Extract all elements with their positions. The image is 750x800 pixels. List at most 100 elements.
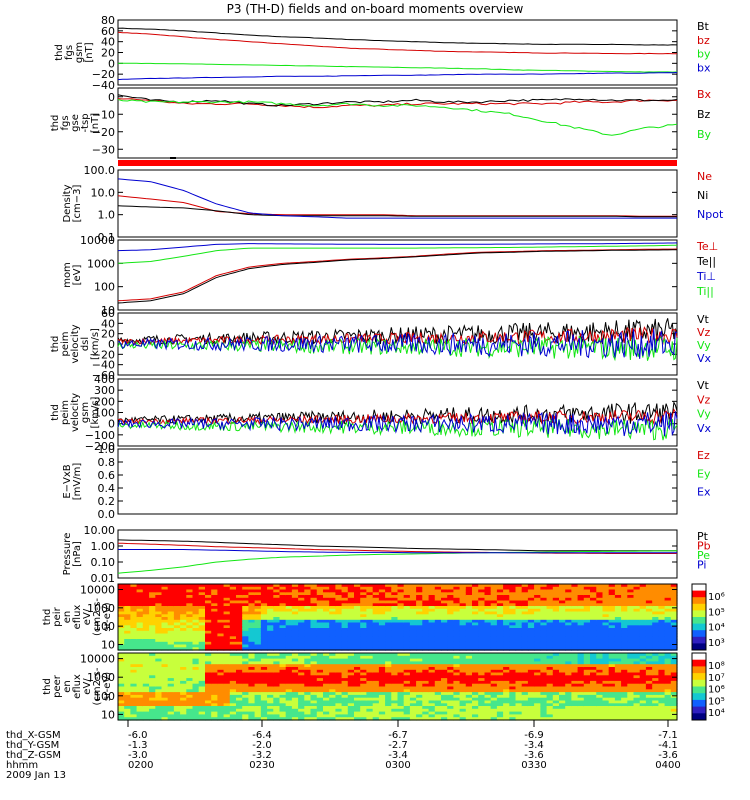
heatmap-cell <box>142 614 150 618</box>
heatmap-cell <box>198 658 206 662</box>
heatmap-cell <box>310 708 318 713</box>
heatmap-cell <box>527 608 535 613</box>
heatmap-cell <box>149 633 156 637</box>
heatmap-cell <box>273 625 281 629</box>
heatmap-cell <box>180 614 187 618</box>
heatmap-cell <box>298 619 305 624</box>
heatmap-cell <box>645 703 653 707</box>
heatmap-cell <box>521 675 529 679</box>
heatmap-cell <box>142 606 150 610</box>
y-tick-label: −40 <box>92 79 115 92</box>
heatmap-cell <box>658 603 666 607</box>
heatmap-cell <box>527 680 535 685</box>
heatmap-cell <box>503 689 510 693</box>
heatmap-cell <box>329 603 336 607</box>
heatmap-cell <box>360 639 367 643</box>
heatmap-cell <box>583 689 591 693</box>
heatmap-cell <box>372 689 380 693</box>
heatmap-cell <box>260 619 268 624</box>
heatmap-cell <box>484 625 492 629</box>
y-axis-label-line: velocity <box>70 393 81 432</box>
heatmap-cell <box>248 706 256 710</box>
heatmap-cell <box>596 584 604 588</box>
heatmap-cell <box>341 586 349 591</box>
x-axis-row-label: thd_Z-GSM <box>6 750 61 761</box>
heatmap-cell <box>472 703 479 707</box>
heatmap-cell <box>403 672 411 676</box>
heatmap-cell <box>521 614 529 618</box>
heatmap-cell <box>608 669 616 674</box>
heatmap-cell <box>478 641 485 646</box>
heatmap-cell <box>273 697 281 702</box>
heatmap-cell <box>621 595 628 599</box>
y-axis-label-line: [nT] <box>90 113 101 133</box>
heatmap-cell <box>658 589 666 593</box>
heatmap-cell <box>316 658 324 662</box>
colorbar-segment <box>692 610 706 618</box>
heatmap-cell <box>347 628 355 632</box>
heatmap-cell <box>577 680 585 685</box>
heatmap-cell <box>124 658 131 662</box>
heatmap-cell <box>447 658 454 662</box>
heatmap-cell <box>372 625 380 629</box>
heatmap-cell <box>316 584 324 588</box>
heatmap-cell <box>254 603 262 607</box>
heatmap-cell <box>329 697 336 702</box>
heatmap-cell <box>192 678 200 682</box>
heatmap-cell <box>403 625 411 629</box>
heatmap-cell <box>503 639 510 643</box>
heatmap-cell <box>366 606 374 610</box>
panel-frame <box>117 448 678 515</box>
heatmap-cell <box>583 717 591 721</box>
heatmap-cell <box>124 641 131 646</box>
heatmap-cell <box>664 614 672 618</box>
heatmap-cell <box>378 669 386 674</box>
heatmap-cell <box>596 667 604 671</box>
heatmap-cell <box>329 689 336 693</box>
heatmap-cell <box>583 658 591 662</box>
heatmap-cell <box>341 641 349 646</box>
heatmap-cell <box>441 653 448 657</box>
series-Pb <box>117 542 677 554</box>
heatmap-cell <box>434 658 442 662</box>
heatmap-cell <box>298 680 305 685</box>
heatmap-cell <box>360 655 367 660</box>
heatmap-cell <box>211 708 218 713</box>
heatmap-cell <box>173 630 181 635</box>
heatmap-cell <box>329 694 336 699</box>
heatmap-cell <box>366 655 374 660</box>
heatmap-cell <box>155 639 163 643</box>
heatmap-cell <box>304 647 312 651</box>
heatmap-cell <box>118 694 125 699</box>
heatmap-cell <box>372 672 380 676</box>
heatmap-cell <box>465 717 473 721</box>
heatmap-cell <box>291 625 299 629</box>
heatmap-cell <box>211 714 218 718</box>
heatmap-cell <box>304 661 312 665</box>
heatmap-cell <box>403 678 411 682</box>
heatmap-cell <box>360 653 367 657</box>
y-axis-label-line: gsm <box>74 42 85 63</box>
heatmap-cell <box>515 714 523 718</box>
heatmap-cell <box>291 680 299 685</box>
heatmap-cell <box>633 622 641 626</box>
heatmap-cell <box>478 658 485 662</box>
heatmap-cell <box>298 689 305 693</box>
heatmap-cell <box>329 622 336 626</box>
heatmap-cell <box>242 700 249 704</box>
heatmap-cell <box>621 661 628 665</box>
heatmap-cell <box>136 706 144 710</box>
heatmap-cell <box>403 600 411 604</box>
heatmap-cell <box>602 678 610 682</box>
heatmap-cell <box>180 669 187 674</box>
heatmap-cell <box>652 619 659 624</box>
heatmap-cell <box>441 592 448 596</box>
y-tick-label: 0 <box>108 338 115 351</box>
heatmap-cell <box>608 589 616 593</box>
heatmap-cell <box>236 625 243 629</box>
heatmap-cell <box>602 611 610 615</box>
heatmap-cell <box>484 600 492 604</box>
heatmap-cell <box>465 680 473 685</box>
heatmap-cell <box>540 667 548 671</box>
heatmap-cell <box>596 619 604 624</box>
